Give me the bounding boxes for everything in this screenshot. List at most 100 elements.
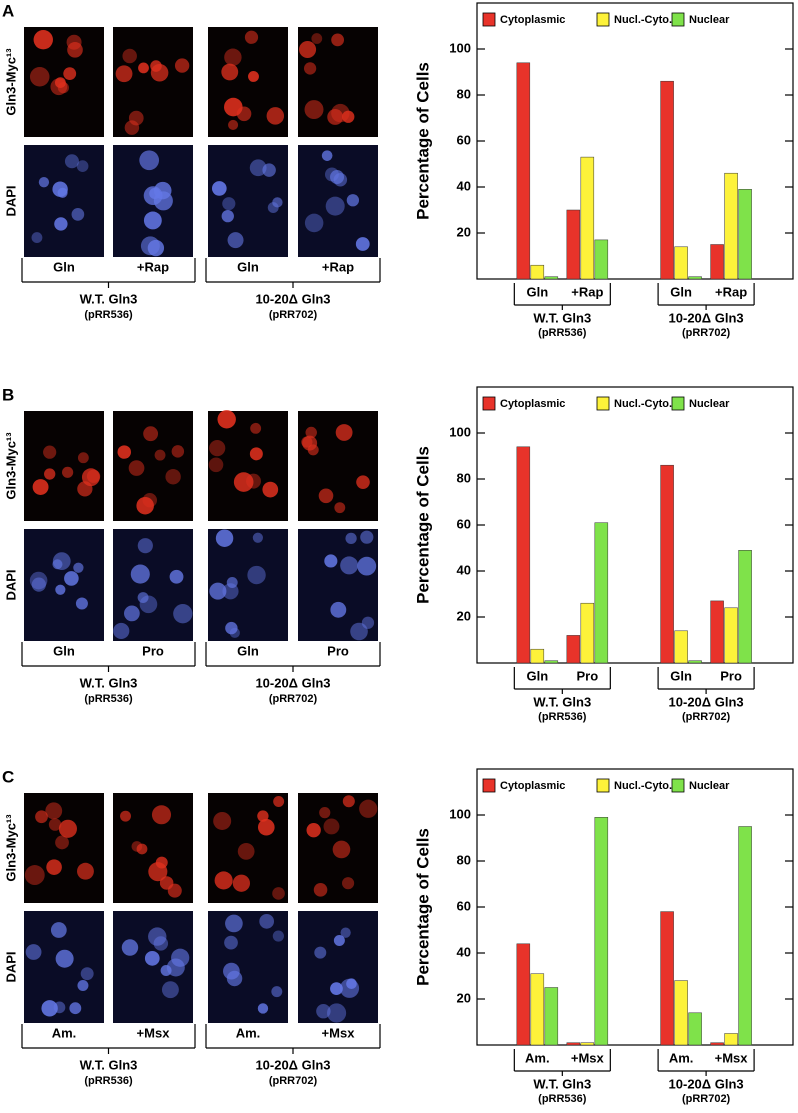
bar bbox=[566, 209, 581, 280]
group-sublabel: (pRR702) bbox=[682, 711, 731, 723]
group-label: 10-20Δ Gln3 bbox=[669, 694, 744, 709]
cell bbox=[113, 622, 130, 640]
cell bbox=[316, 1004, 331, 1019]
cell bbox=[117, 445, 131, 459]
bar bbox=[674, 246, 688, 280]
micrograph bbox=[298, 911, 378, 1023]
cell bbox=[128, 110, 144, 126]
cell bbox=[67, 42, 83, 58]
condition-label: Gln bbox=[237, 259, 259, 274]
bar bbox=[724, 607, 738, 664]
cell bbox=[342, 795, 355, 808]
legend-swatch bbox=[482, 778, 496, 793]
micrograph bbox=[113, 27, 193, 137]
cell bbox=[77, 979, 89, 991]
group-label: 10-20Δ Gln3 bbox=[255, 1057, 330, 1072]
cell bbox=[325, 196, 345, 216]
cell bbox=[209, 440, 226, 457]
bar bbox=[594, 817, 609, 1046]
cell bbox=[44, 468, 56, 480]
cell bbox=[71, 208, 85, 221]
bar bbox=[660, 464, 674, 664]
y-tick-label: 20 bbox=[457, 224, 471, 239]
cell bbox=[217, 410, 236, 429]
panel-letter: A bbox=[2, 1, 14, 20]
cell bbox=[221, 63, 239, 81]
cell bbox=[250, 422, 262, 434]
bar bbox=[530, 973, 545, 1046]
y-axis-label: Percentage of Cells bbox=[413, 446, 432, 604]
condition-label: +Rap bbox=[322, 259, 354, 274]
y-tick-label: 80 bbox=[457, 852, 471, 867]
cell bbox=[262, 481, 279, 498]
bar bbox=[674, 980, 688, 1046]
cell bbox=[333, 173, 348, 187]
legend-label: Cytoplasmic bbox=[500, 398, 565, 410]
x-tick-label: Gln bbox=[526, 668, 548, 683]
cell bbox=[318, 488, 334, 504]
cell bbox=[342, 110, 355, 123]
cell bbox=[63, 67, 77, 81]
panel-letter: B bbox=[2, 385, 14, 404]
cell bbox=[55, 949, 74, 968]
cell bbox=[209, 582, 227, 600]
cell bbox=[50, 78, 68, 96]
group-label: W.T. Gln3 bbox=[533, 694, 591, 709]
y-tick-label: 40 bbox=[457, 178, 471, 193]
cell bbox=[45, 802, 63, 820]
group-sublabel: (pRR702) bbox=[682, 327, 731, 339]
y-tick-label: 40 bbox=[457, 562, 471, 577]
cell bbox=[262, 163, 276, 177]
cell bbox=[334, 502, 346, 514]
y-tick-label: 80 bbox=[457, 86, 471, 101]
cell bbox=[64, 571, 79, 586]
cell bbox=[311, 33, 323, 44]
cell bbox=[150, 63, 169, 82]
cell bbox=[142, 493, 158, 508]
cell bbox=[330, 982, 343, 995]
cell bbox=[138, 62, 149, 74]
y-tick-label: 100 bbox=[449, 40, 471, 55]
group-sublabel: (pRR702) bbox=[682, 1093, 731, 1105]
y-axis-label: Percentage of Cells bbox=[413, 828, 432, 986]
legend-label: Nucl.-Cyto. bbox=[614, 398, 672, 410]
cell bbox=[147, 239, 165, 257]
y-tick-label: 40 bbox=[457, 944, 471, 959]
cell bbox=[313, 883, 328, 897]
cell bbox=[69, 1002, 82, 1015]
cell bbox=[360, 530, 374, 544]
cell bbox=[304, 213, 324, 233]
cell bbox=[333, 934, 345, 946]
bar bbox=[516, 446, 531, 664]
group-label: 10-20Δ Gln3 bbox=[669, 1076, 744, 1091]
cell bbox=[137, 538, 153, 554]
cell bbox=[58, 819, 77, 838]
cell bbox=[225, 914, 243, 933]
group-sublabel: (pRR536) bbox=[84, 1075, 133, 1087]
bar bbox=[580, 602, 595, 664]
micrograph bbox=[113, 793, 193, 903]
cell bbox=[341, 877, 355, 890]
cell bbox=[41, 1000, 58, 1017]
cell bbox=[332, 840, 351, 859]
cell bbox=[222, 197, 236, 211]
cell bbox=[356, 475, 370, 489]
condition-label: Am. bbox=[52, 1025, 77, 1040]
legend-swatch bbox=[596, 12, 610, 27]
legend-label: Nuclear bbox=[689, 14, 730, 26]
bar bbox=[688, 660, 702, 664]
bar bbox=[710, 1042, 724, 1046]
cell bbox=[61, 466, 74, 478]
x-tick-label: Am. bbox=[669, 1050, 694, 1065]
y-tick-label: 60 bbox=[457, 132, 471, 147]
cell bbox=[31, 232, 43, 243]
condition-label: Pro bbox=[327, 643, 349, 658]
cell bbox=[144, 951, 160, 966]
cell bbox=[259, 914, 275, 929]
group-label: W.T. Gln3 bbox=[533, 310, 591, 325]
cell bbox=[304, 100, 324, 120]
cell bbox=[331, 103, 350, 123]
cell bbox=[165, 469, 181, 485]
bar bbox=[566, 1042, 581, 1046]
bar bbox=[724, 172, 738, 280]
